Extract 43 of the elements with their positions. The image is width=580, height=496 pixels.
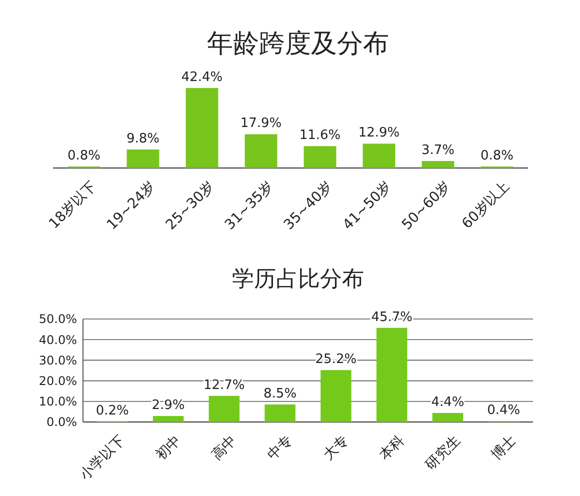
x-tick-label: 初中 (152, 432, 184, 464)
bar (320, 370, 352, 422)
data-label: 0.8% (67, 148, 100, 164)
x-tick-label: 小学以下 (77, 432, 128, 484)
bar (208, 396, 240, 422)
data-label: 11.6% (299, 128, 341, 144)
x-tick-label: 中专 (264, 432, 296, 464)
chart-title: 学历占比分布 (232, 267, 364, 292)
data-label: 2.9% (152, 398, 185, 414)
data-label: 0.8% (480, 148, 514, 164)
bar (126, 150, 160, 168)
data-label: 3.7% (422, 143, 455, 158)
data-label: 8.5% (264, 386, 297, 402)
bar (264, 404, 296, 422)
x-tick-label: 博士 (488, 432, 520, 464)
x-tick-label: 高中 (208, 432, 240, 464)
y-tick-label: 30.0% (38, 353, 77, 368)
x-tick-label: 大专 (320, 432, 352, 464)
y-tick-label: 20.0% (38, 374, 77, 388)
bar (376, 328, 408, 422)
data-label: 0.4% (487, 403, 520, 418)
data-label: 12.7% (203, 378, 245, 393)
data-label: 12.9% (358, 126, 400, 141)
data-label: 42.4% (181, 70, 223, 85)
x-tick-label: 18岁以下 (46, 178, 100, 232)
data-label: 9.8% (126, 132, 160, 147)
data-label: 17.9% (240, 116, 282, 132)
x-tick-label: 60岁以上 (459, 178, 513, 232)
bar (186, 88, 218, 168)
bar (432, 412, 464, 422)
data-label: 0.2% (96, 404, 129, 419)
y-tick-label: 40.0% (38, 332, 77, 347)
y-tick-label: 10.0% (38, 394, 77, 409)
y-tick-label: 0.0% (46, 415, 77, 430)
x-tick-label: 研究生 (422, 432, 464, 474)
y-tick-label: 50.0% (38, 312, 77, 326)
bar (244, 134, 278, 168)
bar (362, 144, 396, 168)
bar (304, 146, 336, 168)
bar (422, 161, 454, 168)
x-tick-label: 本科 (376, 432, 408, 464)
bar (152, 416, 184, 422)
chart-title: 年龄跨度及分布 (207, 29, 389, 59)
